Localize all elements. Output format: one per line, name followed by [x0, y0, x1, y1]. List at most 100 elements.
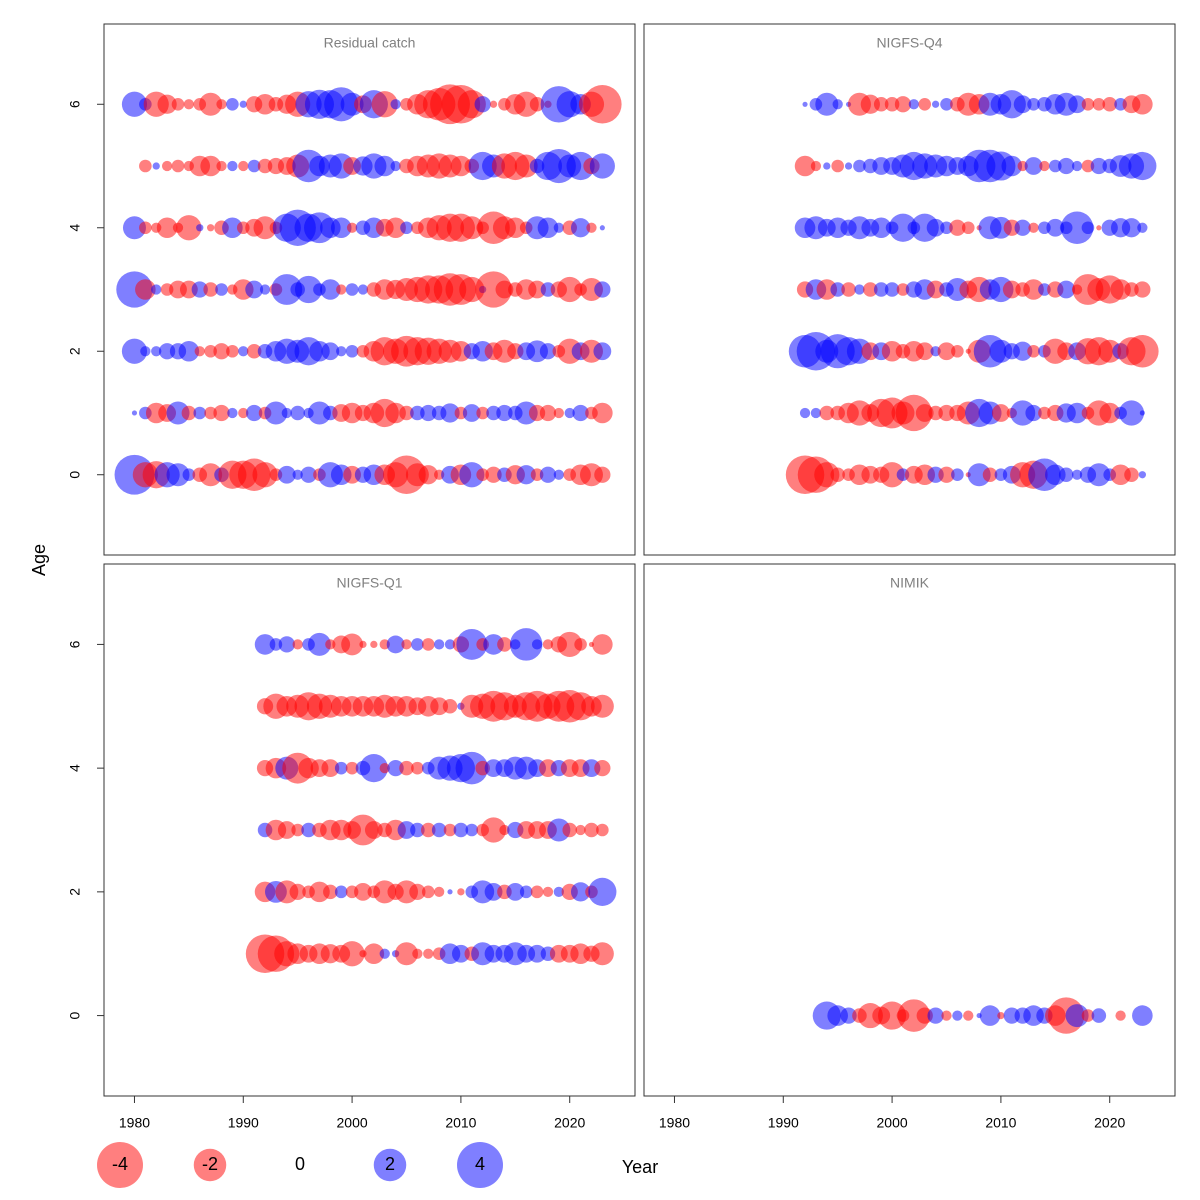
- x-tick-label: 2010: [985, 1115, 1016, 1131]
- bubble: [1002, 280, 1021, 299]
- bubble: [575, 824, 586, 836]
- bubble: [1081, 159, 1095, 173]
- bubble: [940, 221, 953, 235]
- bubble: [259, 284, 271, 295]
- bubble: [1081, 221, 1095, 235]
- bubble: [321, 342, 340, 361]
- bubble: [385, 217, 406, 239]
- bubble: [570, 882, 591, 902]
- bubble: [1121, 218, 1142, 238]
- bubble: [841, 282, 856, 297]
- bubble: [456, 628, 488, 660]
- bubble: [823, 162, 831, 170]
- bubble: [278, 636, 295, 653]
- bubble: [802, 101, 808, 107]
- bubble: [1091, 1008, 1107, 1023]
- x-tick-label: 1990: [768, 1115, 799, 1131]
- bubble: [881, 340, 903, 362]
- bubble: [206, 224, 215, 232]
- bubble: [196, 224, 204, 232]
- bubble: [489, 100, 498, 108]
- bubble: [1118, 400, 1145, 426]
- bubble: [216, 99, 227, 110]
- bubble: [528, 944, 546, 963]
- bubble: [908, 99, 919, 110]
- bubble: [450, 155, 472, 177]
- bubble: [1110, 464, 1131, 486]
- bubble: [444, 639, 456, 650]
- bubble: [814, 462, 840, 488]
- bubble: [307, 401, 331, 425]
- bubble: [399, 760, 414, 776]
- bubble: [516, 465, 536, 485]
- bubble: [238, 407, 249, 419]
- bubble: [291, 823, 304, 837]
- bubble: [390, 160, 401, 172]
- x-tick-label: 2010: [445, 1115, 476, 1131]
- bubble: [539, 404, 557, 422]
- bubble: [931, 100, 940, 108]
- bubble: [484, 882, 503, 901]
- bubble: [832, 99, 843, 110]
- bubble: [420, 822, 436, 838]
- bubble: [854, 284, 865, 295]
- bubble: [519, 885, 533, 899]
- bubble: [139, 159, 152, 173]
- bubble: [938, 466, 955, 483]
- bubble: [979, 1005, 1001, 1026]
- bubble: [927, 1007, 944, 1024]
- bubble: [926, 280, 945, 299]
- bubble: [252, 462, 278, 488]
- bubble: [204, 344, 217, 358]
- bubble: [140, 346, 151, 357]
- bubble: [443, 823, 457, 837]
- bubble: [1058, 467, 1074, 483]
- bubble: [863, 282, 878, 297]
- bubble: [451, 944, 470, 963]
- bubble: [896, 283, 910, 296]
- bubble: [593, 342, 612, 361]
- bubble: [505, 217, 526, 239]
- bubble: [363, 943, 385, 965]
- bubble: [336, 346, 347, 357]
- bubble: [354, 882, 372, 901]
- bubble: [421, 885, 435, 899]
- bubble: [991, 404, 1010, 422]
- bubble: [379, 762, 390, 774]
- bubble: [799, 407, 811, 419]
- bubble: [897, 999, 931, 1032]
- bubble: [379, 948, 390, 959]
- bubble: [819, 405, 835, 421]
- bubble: [884, 282, 900, 297]
- bubble: [345, 344, 359, 358]
- x-tick-label: 2000: [337, 1115, 368, 1131]
- bubble: [1038, 406, 1051, 420]
- legend-label: -2: [202, 1154, 218, 1174]
- bubble: [1057, 280, 1076, 299]
- bubble: [462, 404, 481, 422]
- bubble: [509, 628, 543, 661]
- bubble: [459, 462, 485, 488]
- bubble: [1066, 402, 1088, 424]
- bubble: [213, 404, 230, 422]
- bubble: [1137, 222, 1148, 233]
- bubble: [574, 638, 587, 651]
- bubble: [1081, 1009, 1095, 1022]
- bubble: [433, 886, 445, 898]
- bubble: [139, 221, 152, 235]
- bubble: [1013, 341, 1033, 361]
- bubble: [289, 883, 306, 900]
- bubble: [483, 634, 504, 655]
- bubble: [253, 216, 277, 240]
- bubble: [937, 342, 956, 361]
- bubble: [594, 466, 611, 483]
- bubble: [542, 886, 554, 898]
- x-tick-label: 2020: [554, 1115, 585, 1131]
- legend-bubble: [193, 1148, 227, 1182]
- bubble: [200, 155, 221, 177]
- bubble: [562, 822, 577, 838]
- bubble: [394, 942, 418, 966]
- bubble: [844, 162, 853, 170]
- bubble: [949, 219, 966, 236]
- bubble: [529, 96, 545, 112]
